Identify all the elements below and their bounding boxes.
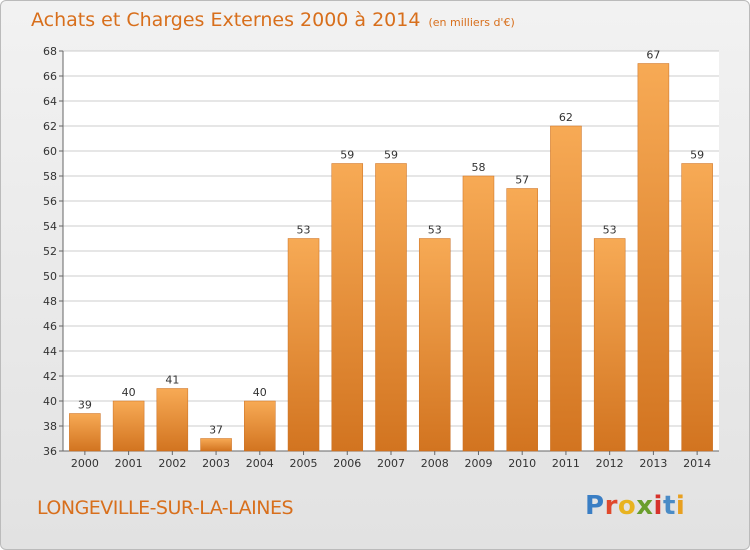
data-label: 53 — [297, 224, 311, 237]
x-tick-label: 2000 — [71, 457, 99, 470]
y-tick-label: 36 — [43, 445, 57, 458]
data-label: 37 — [209, 424, 223, 437]
logo-letter: x — [636, 491, 654, 521]
y-tick-label: 48 — [43, 295, 57, 308]
bar — [506, 188, 538, 452]
logo-letter: r — [604, 491, 618, 521]
y-tick-label: 60 — [43, 145, 57, 158]
bar — [287, 238, 320, 452]
data-label: 58 — [471, 161, 485, 174]
data-label: 53 — [428, 224, 442, 237]
x-tick-label: 2013 — [639, 457, 667, 470]
bar — [331, 163, 364, 452]
x-tick-label: 2005 — [290, 457, 318, 470]
data-label: 67 — [646, 49, 660, 62]
logo-letter: i — [653, 491, 663, 521]
data-label: 57 — [515, 174, 529, 187]
bar — [418, 238, 451, 452]
bar — [375, 163, 407, 452]
x-tick-label: 2007 — [377, 457, 405, 470]
x-tick-label: 2003 — [202, 457, 230, 470]
data-label: 39 — [78, 399, 92, 412]
y-tick-label: 54 — [43, 220, 57, 233]
bar — [112, 400, 145, 452]
chart-unit: (en milliers d'€) — [428, 16, 515, 29]
x-tick-label: 2010 — [508, 457, 536, 470]
logo-letter: t — [662, 491, 676, 521]
bar — [550, 125, 582, 452]
bar — [637, 63, 670, 452]
y-tick-label: 58 — [43, 170, 57, 183]
y-tick-label: 50 — [43, 270, 57, 283]
y-tick-label: 40 — [43, 395, 57, 408]
y-tick-label: 66 — [43, 70, 57, 83]
bar — [200, 438, 232, 452]
logo-letter: o — [617, 491, 637, 521]
data-label: 40 — [253, 386, 267, 399]
bar — [69, 413, 101, 452]
y-tick-label: 62 — [43, 120, 57, 133]
x-tick-label: 2014 — [683, 457, 711, 470]
y-tick-label: 38 — [43, 420, 57, 433]
data-label: 59 — [690, 149, 704, 162]
bar — [593, 238, 626, 452]
y-tick-label: 46 — [43, 320, 57, 333]
bar — [462, 175, 495, 452]
logo-letter: P — [585, 491, 605, 521]
data-label: 53 — [603, 224, 617, 237]
x-tick-label: 2004 — [246, 457, 274, 470]
y-tick-label: 56 — [43, 195, 57, 208]
x-tick-label: 2002 — [158, 457, 186, 470]
bar — [681, 163, 713, 452]
y-tick-label: 44 — [43, 345, 57, 358]
y-tick-label: 64 — [43, 95, 57, 108]
data-label: 59 — [340, 149, 354, 162]
x-tick-label: 2006 — [333, 457, 361, 470]
chart-title: Achats et Charges Externes 2000 à 2014 (e… — [31, 9, 515, 31]
data-label: 62 — [559, 111, 573, 124]
x-tick-label: 2011 — [552, 457, 580, 470]
data-label: 40 — [122, 386, 136, 399]
data-label: 59 — [384, 149, 398, 162]
x-tick-label: 2009 — [464, 457, 492, 470]
chart-title-text: Achats et Charges Externes 2000 à 2014 — [31, 9, 421, 31]
x-tick-label: 2008 — [421, 457, 449, 470]
x-tick-label: 2012 — [596, 457, 624, 470]
bar — [244, 400, 276, 452]
y-tick-label: 68 — [43, 45, 57, 58]
proxiti-logo: Proxiti — [585, 491, 685, 521]
bar — [156, 388, 189, 452]
logo-letter: i — [675, 491, 686, 521]
data-label: 41 — [165, 374, 179, 387]
y-tick-label: 52 — [43, 245, 57, 258]
y-tick-label: 42 — [43, 370, 57, 383]
x-tick-label: 2001 — [115, 457, 143, 470]
city-name: LONGEVILLE-SUR-LA-LAINES — [37, 497, 294, 519]
